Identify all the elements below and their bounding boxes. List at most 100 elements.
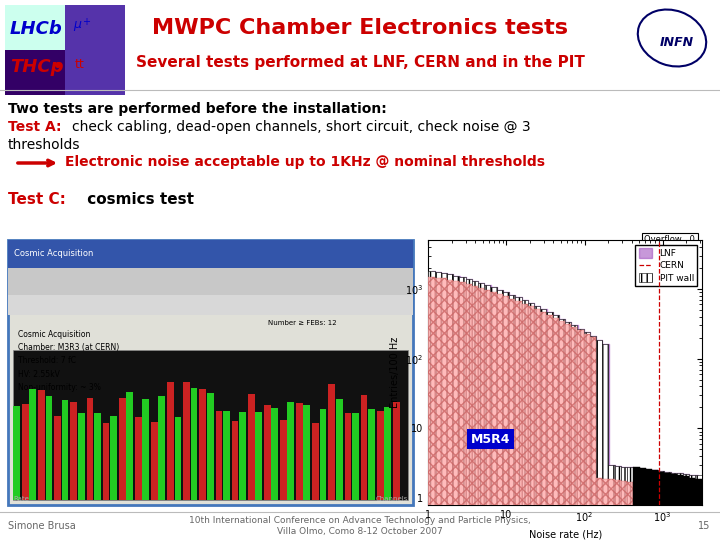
- Bar: [658, 485, 665, 540]
- Bar: [590, 337, 596, 540]
- Bar: [565, 324, 571, 540]
- Bar: [174, 417, 181, 500]
- Bar: [287, 402, 294, 500]
- Bar: [54, 416, 61, 500]
- Bar: [30, 389, 36, 500]
- X-axis label: Noise rate (Hz): Noise rate (Hz): [528, 529, 602, 539]
- Bar: [652, 470, 658, 540]
- Bar: [466, 284, 472, 540]
- Bar: [689, 478, 696, 540]
- Text: Electronic noise acceptable up to 1KHz @ nominal thresholds: Electronic noise acceptable up to 1KHz @…: [65, 155, 545, 169]
- Bar: [478, 288, 485, 540]
- Bar: [126, 392, 133, 500]
- Bar: [191, 388, 197, 500]
- Bar: [453, 276, 459, 540]
- Bar: [577, 329, 584, 540]
- Bar: [677, 473, 683, 540]
- Text: Test A:: Test A:: [8, 120, 61, 134]
- Bar: [552, 318, 559, 540]
- Bar: [497, 290, 503, 540]
- Bar: [683, 476, 689, 540]
- Bar: [336, 399, 343, 500]
- Bar: [447, 280, 453, 540]
- Bar: [435, 278, 441, 540]
- Bar: [646, 469, 652, 540]
- Bar: [352, 413, 359, 500]
- Bar: [652, 470, 658, 540]
- Bar: [280, 420, 287, 500]
- Bar: [167, 382, 174, 500]
- Bar: [528, 306, 534, 540]
- Bar: [94, 413, 101, 500]
- Bar: [143, 400, 149, 500]
- Text: Rate: Rate: [13, 496, 29, 502]
- Bar: [677, 487, 683, 540]
- Bar: [215, 411, 222, 500]
- Bar: [634, 467, 639, 540]
- Bar: [255, 412, 262, 500]
- Bar: [135, 417, 142, 500]
- Bar: [615, 466, 621, 540]
- Bar: [472, 286, 478, 540]
- Bar: [665, 473, 670, 540]
- Bar: [608, 480, 615, 540]
- Bar: [232, 421, 238, 500]
- Bar: [384, 407, 391, 500]
- Bar: [312, 423, 319, 500]
- Text: Two tests are performed before the installation:: Two tests are performed before the insta…: [8, 102, 387, 116]
- Bar: [428, 277, 435, 540]
- Bar: [646, 470, 652, 540]
- Bar: [459, 282, 466, 540]
- Bar: [151, 422, 158, 500]
- Bar: [571, 326, 577, 540]
- Bar: [248, 394, 255, 500]
- Text: μ: μ: [73, 18, 81, 31]
- Bar: [239, 412, 246, 500]
- Bar: [639, 468, 646, 540]
- Text: Overflow   0: Overflow 0: [644, 235, 695, 244]
- Text: Several tests performed at LNF, CERN and in the PIT: Several tests performed at LNF, CERN and…: [135, 55, 585, 70]
- Bar: [368, 409, 374, 500]
- Bar: [485, 289, 490, 540]
- Bar: [5, 5, 65, 50]
- Bar: [516, 301, 521, 540]
- Text: tt: tt: [75, 58, 85, 71]
- Bar: [490, 287, 497, 540]
- Bar: [509, 295, 516, 540]
- Bar: [627, 468, 634, 540]
- Bar: [8, 295, 413, 315]
- Text: INFN: INFN: [660, 37, 694, 50]
- Bar: [13, 350, 408, 500]
- Text: THCp: THCp: [10, 58, 63, 76]
- Text: Cosmic Acquisition: Cosmic Acquisition: [14, 249, 94, 259]
- Bar: [590, 336, 596, 540]
- Bar: [670, 474, 677, 540]
- Bar: [199, 389, 206, 500]
- Bar: [621, 467, 627, 540]
- Bar: [71, 402, 77, 500]
- Bar: [565, 322, 571, 540]
- Bar: [540, 309, 546, 540]
- Bar: [571, 327, 577, 540]
- Bar: [689, 475, 696, 540]
- Bar: [62, 400, 68, 500]
- Bar: [608, 465, 615, 540]
- Bar: [271, 408, 278, 500]
- Text: check cabling, dead-open channels, short circuit, check noise @ 3: check cabling, dead-open channels, short…: [72, 120, 531, 134]
- Bar: [8, 240, 413, 505]
- Bar: [602, 478, 608, 540]
- Legend: LNF, CERN, PIT wall: LNF, CERN, PIT wall: [635, 245, 698, 287]
- Bar: [184, 382, 190, 500]
- Bar: [393, 402, 400, 500]
- Bar: [103, 423, 109, 500]
- Bar: [485, 285, 490, 540]
- Text: LHCb: LHCb: [10, 20, 63, 38]
- Bar: [652, 484, 658, 540]
- Bar: [696, 479, 701, 540]
- Bar: [534, 309, 540, 540]
- Bar: [503, 296, 509, 540]
- Bar: [596, 478, 602, 540]
- Bar: [328, 384, 335, 500]
- Bar: [689, 489, 696, 540]
- Bar: [503, 292, 509, 540]
